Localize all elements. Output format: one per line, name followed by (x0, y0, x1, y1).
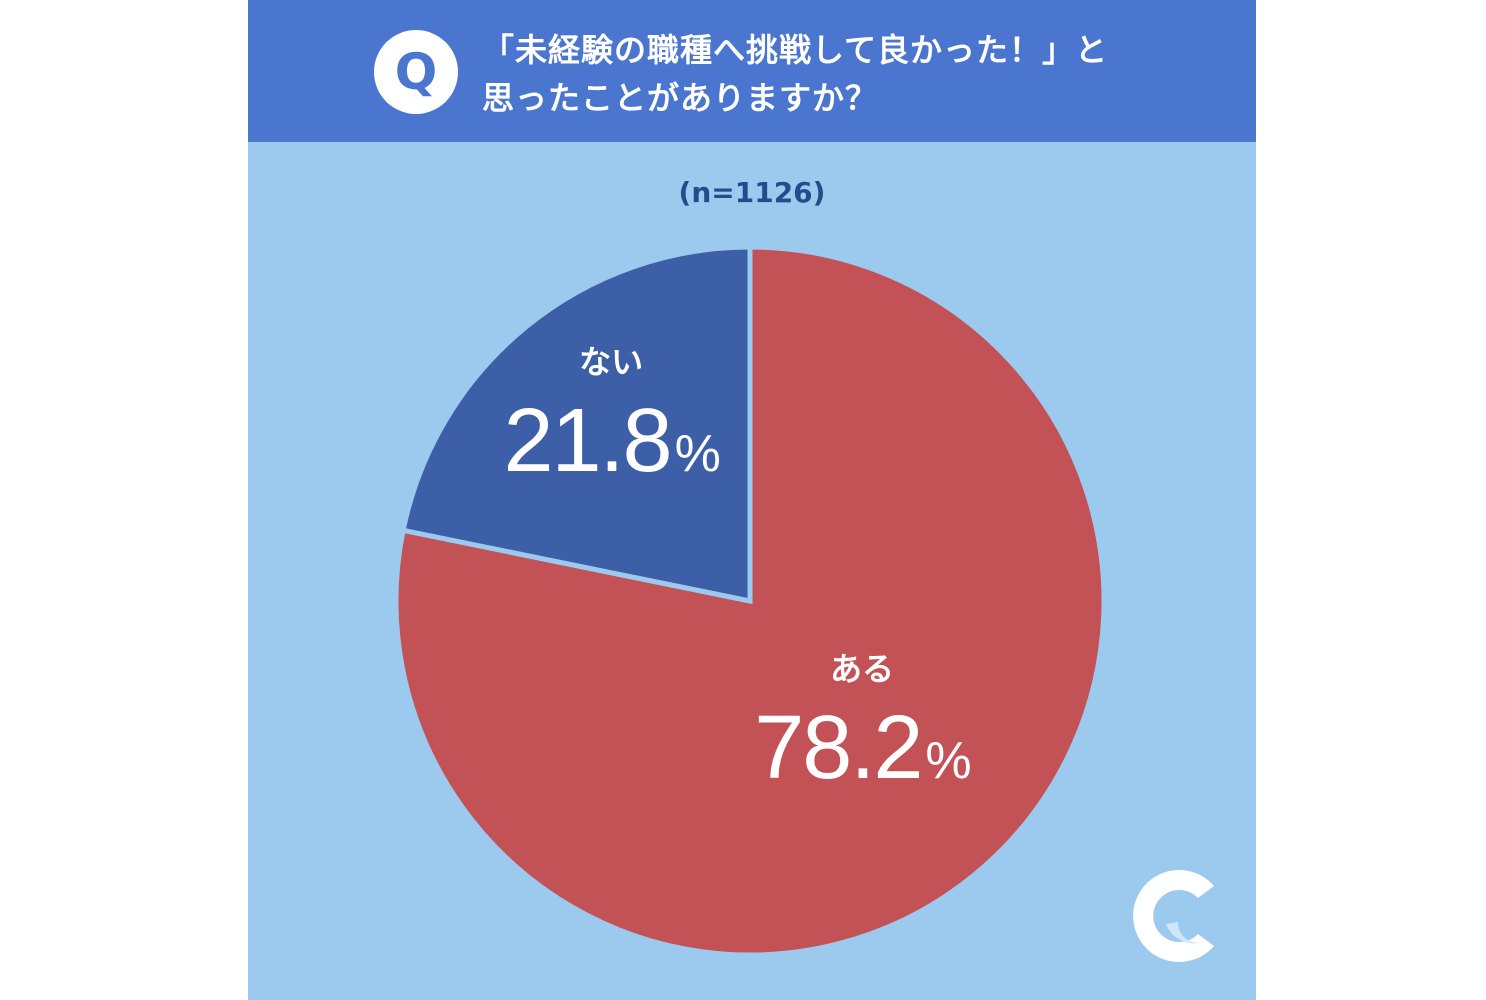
question-line-1: 「未経験の職種へ挑戦して良かった！」と (482, 31, 1109, 69)
question-header: Q 「未経験の職種へ挑戦して良かった！」と 思ったことがありますか？ (248, 0, 1256, 142)
slice-unit-1: % (925, 732, 970, 790)
pie-slice-2 (400, 244, 753, 605)
sample-size: (n=1126) (678, 176, 826, 209)
question-badge: Q (374, 30, 458, 114)
question-line-2: 思ったことがありますか？ (482, 79, 879, 117)
slice-label-1: ある (830, 650, 894, 688)
slice-unit-2: % (675, 425, 720, 483)
chart-card: Q 「未経験の職種へ挑戦して良かった！」と 思ったことがありますか？ (n=11… (248, 0, 1256, 1000)
question-title: 「未経験の職種へ挑戦して良かった！」と 思ったことがありますか？ (482, 26, 1202, 122)
slice-label-2: ない (579, 343, 643, 381)
brand-c-icon (1133, 870, 1214, 962)
